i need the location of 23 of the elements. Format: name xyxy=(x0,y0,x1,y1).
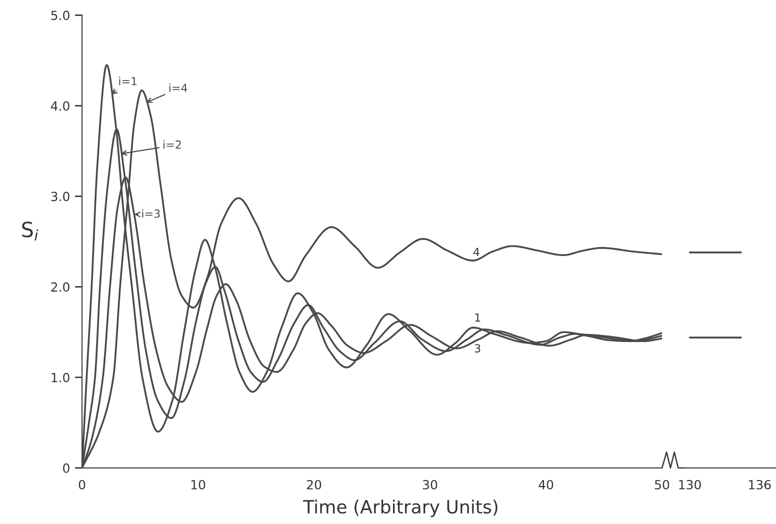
annotation: 1 xyxy=(475,313,480,322)
y-axis-title: S$_{i}$ xyxy=(22,222,38,240)
x-axis-title: Time (Arbitrary Units) xyxy=(303,500,498,518)
y-tick-label: 2.0 xyxy=(51,282,70,292)
x-tick-label: 136 xyxy=(749,480,771,490)
x-tick-label: 20 xyxy=(306,480,322,490)
legend-label: i=2 xyxy=(164,140,181,149)
legend-label: i=3 xyxy=(142,209,160,218)
x-tick-label: 40 xyxy=(538,480,554,490)
y-tick-label: 5.0 xyxy=(51,10,70,20)
x-tick-label: 50 xyxy=(655,480,670,490)
text: i=4 xyxy=(169,83,188,92)
annotation: 3 xyxy=(474,344,480,353)
x-tick-label: 30 xyxy=(423,480,438,490)
annotation: 4 xyxy=(473,248,480,256)
x-tick-label: 130 xyxy=(679,480,701,490)
y-tick-label: 0 xyxy=(63,463,70,473)
x-tick-label: 10 xyxy=(191,480,206,490)
y-tick-label: 3.0 xyxy=(51,192,70,202)
series-label: i=1 xyxy=(119,76,137,86)
x-tick-label: 0 xyxy=(78,480,86,490)
y-tick-label: 1.0 xyxy=(52,372,70,382)
y-tick-label: 4.0 xyxy=(50,101,70,111)
